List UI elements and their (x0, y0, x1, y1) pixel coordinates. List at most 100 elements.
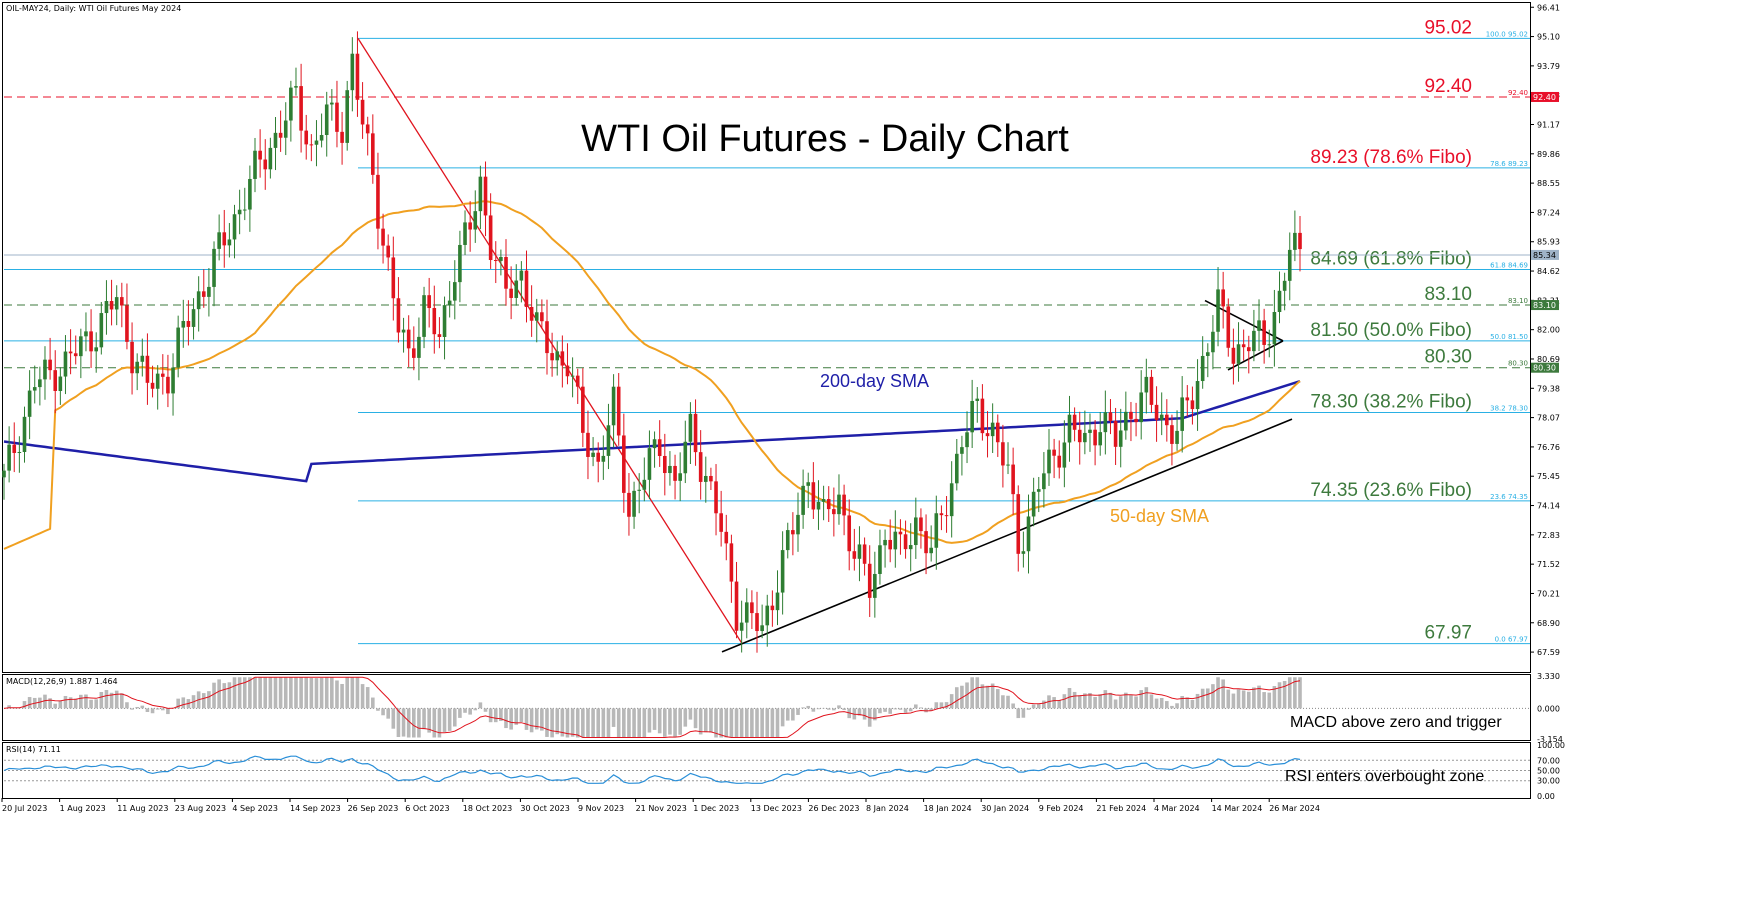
macd-bar (534, 708, 539, 730)
candle-body (350, 53, 355, 91)
candle-body (212, 248, 216, 287)
macd-bar (873, 708, 877, 721)
macd-bar (217, 679, 221, 709)
macd-bar (1077, 695, 1082, 709)
macd-bar (1282, 680, 1287, 709)
level-tag-9: 0.0 67.97 (1495, 636, 1528, 644)
candle-body (1088, 429, 1092, 433)
macd-bar (1149, 694, 1154, 709)
y-tick-label: 93.79 (1537, 62, 1560, 71)
candle-body (627, 492, 631, 517)
macd-bar (791, 708, 795, 721)
candle-body (299, 86, 303, 131)
candle-body (914, 517, 918, 546)
candle-body (355, 53, 360, 100)
candle-body (304, 130, 309, 145)
candle-body (867, 563, 872, 598)
candle-body (68, 351, 73, 354)
macd-bar (683, 708, 688, 727)
candle-body (821, 499, 826, 502)
macd-bar (319, 677, 324, 709)
level-label-9: 67.97 (1424, 623, 1472, 644)
sma50-label: 50-day SMA (1110, 506, 1209, 526)
candle-body (929, 547, 933, 554)
macd-bar (473, 708, 478, 711)
candle-body (770, 605, 775, 611)
candle-body (744, 602, 749, 623)
candle-body (120, 297, 124, 306)
candle-body (1226, 306, 1231, 348)
candle-body (960, 447, 964, 454)
candle-body (709, 475, 713, 482)
candle-body (1062, 442, 1067, 468)
macd-bar (883, 708, 887, 712)
y-tick-label: 67.59 (1537, 648, 1560, 657)
candle-body (381, 228, 385, 246)
macd-bar (1277, 682, 1282, 709)
x-tick-label: 9 Feb 2024 (1039, 804, 1084, 813)
macd-bar (38, 697, 42, 709)
candle-body (1026, 516, 1031, 552)
candle-body (483, 176, 488, 216)
macd-bar (345, 677, 350, 709)
macd-bar (73, 698, 78, 709)
candle-body (606, 425, 611, 456)
level-tag-0: 100.0 95.02 (1486, 30, 1528, 38)
y-tick-label: 68.90 (1537, 619, 1560, 628)
candle-body (944, 515, 949, 517)
macd-bar (314, 678, 319, 709)
candle-body (345, 90, 350, 143)
y-tick-label: 82.00 (1537, 326, 1560, 335)
candle-body (94, 347, 99, 352)
level-tag-2: 78.6 89.23 (1490, 160, 1528, 168)
macd-bar (1165, 701, 1169, 709)
price-tag-bg (1531, 362, 1559, 373)
x-tick-label: 8 Jan 2024 (866, 804, 909, 813)
macd-bar (878, 708, 882, 714)
candle-body (703, 475, 708, 482)
macd-bar (478, 702, 483, 709)
macd-bar (724, 708, 729, 738)
macd-bar (596, 708, 601, 738)
candle-body (58, 376, 63, 392)
candle-body (985, 433, 990, 437)
candle-body (775, 592, 780, 611)
candle-body (637, 489, 641, 491)
candle-body (1231, 347, 1236, 364)
macd-bar (688, 708, 693, 720)
macd-bar (709, 708, 713, 733)
candle-body (1042, 473, 1046, 490)
candle-body (688, 413, 693, 442)
macd-bar (944, 702, 949, 709)
sma200-label: 200-day SMA (820, 371, 929, 391)
macd-bar (43, 694, 47, 709)
macd-bar (1195, 693, 1200, 709)
candle-body (155, 373, 160, 389)
macd-bar (1236, 689, 1241, 709)
candle-body (806, 482, 811, 486)
macd-bar (150, 708, 155, 714)
macd-bar (237, 677, 242, 709)
y-tick-label: 70.21 (1537, 589, 1560, 598)
rsi-panel-frame (2, 742, 1531, 799)
macd-bar (1016, 708, 1021, 719)
candle-body (847, 515, 852, 552)
macd-bar (985, 685, 990, 709)
chart-title: WTI Oil Futures - Daily Chart (581, 118, 1069, 160)
macd-bar (1190, 699, 1195, 709)
macd-bar (1129, 695, 1133, 709)
candle-body (309, 144, 314, 146)
y-tick-label: 79.38 (1537, 384, 1560, 393)
candle-body (335, 102, 339, 132)
candle-body (227, 239, 232, 246)
macd-bar (1267, 692, 1272, 709)
rsi-line (3, 755, 1301, 784)
macd-bar (734, 708, 739, 738)
macd-bar (668, 708, 672, 735)
macd-bar (1139, 690, 1144, 709)
candle-body (949, 483, 954, 517)
candle-body (1216, 289, 1220, 332)
macd-bar (130, 708, 134, 710)
macd-bar (201, 693, 206, 709)
candle-body (514, 280, 519, 298)
